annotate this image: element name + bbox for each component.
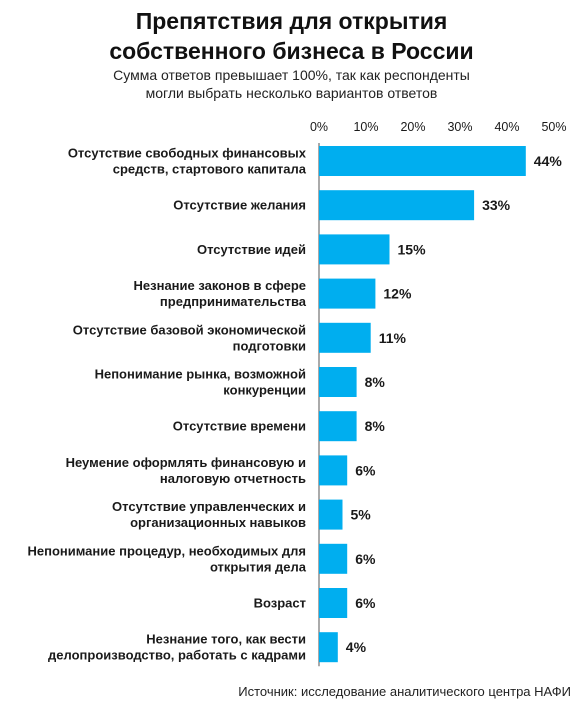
- x-tick-label: 30%: [447, 120, 472, 134]
- category-label: Незнание законов в сфере предпринимательс…: [134, 278, 307, 309]
- category-label-line: Отсутствие базовой экономической: [73, 322, 306, 337]
- category-label: Незнание того, как вести делопроизводство…: [48, 632, 306, 663]
- data-label: 6%: [355, 595, 376, 611]
- category-label: Отсутствие базовой экономической подготов…: [73, 322, 306, 353]
- chart-subtitle: Сумма ответов превышает 100%, так как ре…: [0, 66, 583, 102]
- data-label: 8%: [365, 374, 386, 390]
- category-label-line: Возраст: [254, 596, 306, 611]
- data-label: 11%: [379, 330, 407, 346]
- chart-title-line-1: Препятствия для открытия: [135, 8, 448, 34]
- bar: [319, 367, 357, 397]
- bar: [319, 632, 338, 663]
- category-label: Возраст: [254, 596, 306, 611]
- bar: [319, 146, 526, 176]
- bar: [319, 322, 371, 353]
- data-label: 44%: [534, 153, 563, 169]
- data-label: 12%: [383, 286, 412, 302]
- chart-title-line-2: собственного бизнеса в России: [109, 38, 474, 64]
- data-label: 4%: [346, 639, 367, 655]
- category-label: Отсутствие управленческих и организационн…: [112, 499, 306, 530]
- category-label-line: Непонимание рынка, возможной: [95, 367, 306, 382]
- category-label-line: Отсутствие свободных финансовых: [68, 146, 307, 161]
- chart-subtitle-line-1: Сумма ответов превышает 100%, так как ре…: [113, 67, 470, 83]
- bar: [319, 543, 348, 574]
- category-label: Неумение оформлять финансовую и налоговую…: [66, 455, 306, 486]
- category-label: Непонимание рынка, возможной конкуренции: [95, 367, 306, 398]
- bar: [319, 278, 376, 309]
- x-tick-label: 0%: [310, 120, 328, 134]
- chart-subtitle-line-2: могли выбрать несколько вариантов ответо…: [145, 85, 438, 101]
- data-label: 6%: [355, 551, 376, 567]
- category-label-line: Отсутствие управленческих и: [112, 499, 306, 514]
- category-label-line: подготовки: [233, 338, 306, 353]
- category-label: Отсутствие времени: [173, 419, 306, 434]
- category-label-line: Отсутствие времени: [173, 419, 306, 434]
- category-label-line: конкуренции: [223, 383, 306, 398]
- category-label-line: предпринимательства: [160, 294, 307, 309]
- x-tick-label: 10%: [353, 120, 378, 134]
- category-label-line: Неумение оформлять финансовую и: [66, 455, 306, 470]
- category-label-line: Незнание законов в сфере: [134, 278, 306, 293]
- x-tick-label: 20%: [400, 120, 425, 134]
- category-label-line: открытия дела: [210, 559, 307, 574]
- category-label-line: Непонимание процедур, необходимых для: [27, 543, 306, 558]
- category-label: Отсутствие желания: [173, 198, 306, 213]
- data-label: 33%: [482, 197, 511, 213]
- category-label: Отсутствие идей: [197, 242, 306, 257]
- chart-title: Препятствия для открытия собственного би…: [0, 6, 583, 66]
- bar: [319, 499, 343, 530]
- data-label: 6%: [355, 462, 376, 478]
- bar: [319, 455, 348, 486]
- category-label-line: налоговую отчетность: [160, 471, 306, 486]
- bar: [319, 234, 390, 265]
- x-tick-label: 50%: [541, 120, 566, 134]
- category-label-line: организационных навыков: [130, 515, 306, 530]
- bar: [319, 190, 475, 221]
- bar: [319, 411, 357, 442]
- bar: [319, 588, 348, 618]
- category-label: Отсутствие свободных финансовых средств, …: [68, 146, 307, 177]
- category-label-line: Незнание того, как вести: [146, 632, 306, 647]
- data-label: 15%: [398, 241, 427, 257]
- category-label: Непонимание процедур, необходимых для отк…: [27, 543, 306, 574]
- category-label-line: Отсутствие идей: [197, 242, 306, 257]
- category-label-line: средств, стартового капитала: [113, 162, 307, 177]
- category-label-line: Отсутствие желания: [173, 198, 306, 213]
- category-label-line: делопроизводство, работать с кадрами: [48, 648, 306, 663]
- source-note: Источник: исследование аналитического це…: [238, 684, 571, 699]
- data-label: 5%: [351, 507, 372, 523]
- x-tick-label: 40%: [494, 120, 519, 134]
- data-label: 8%: [365, 418, 386, 434]
